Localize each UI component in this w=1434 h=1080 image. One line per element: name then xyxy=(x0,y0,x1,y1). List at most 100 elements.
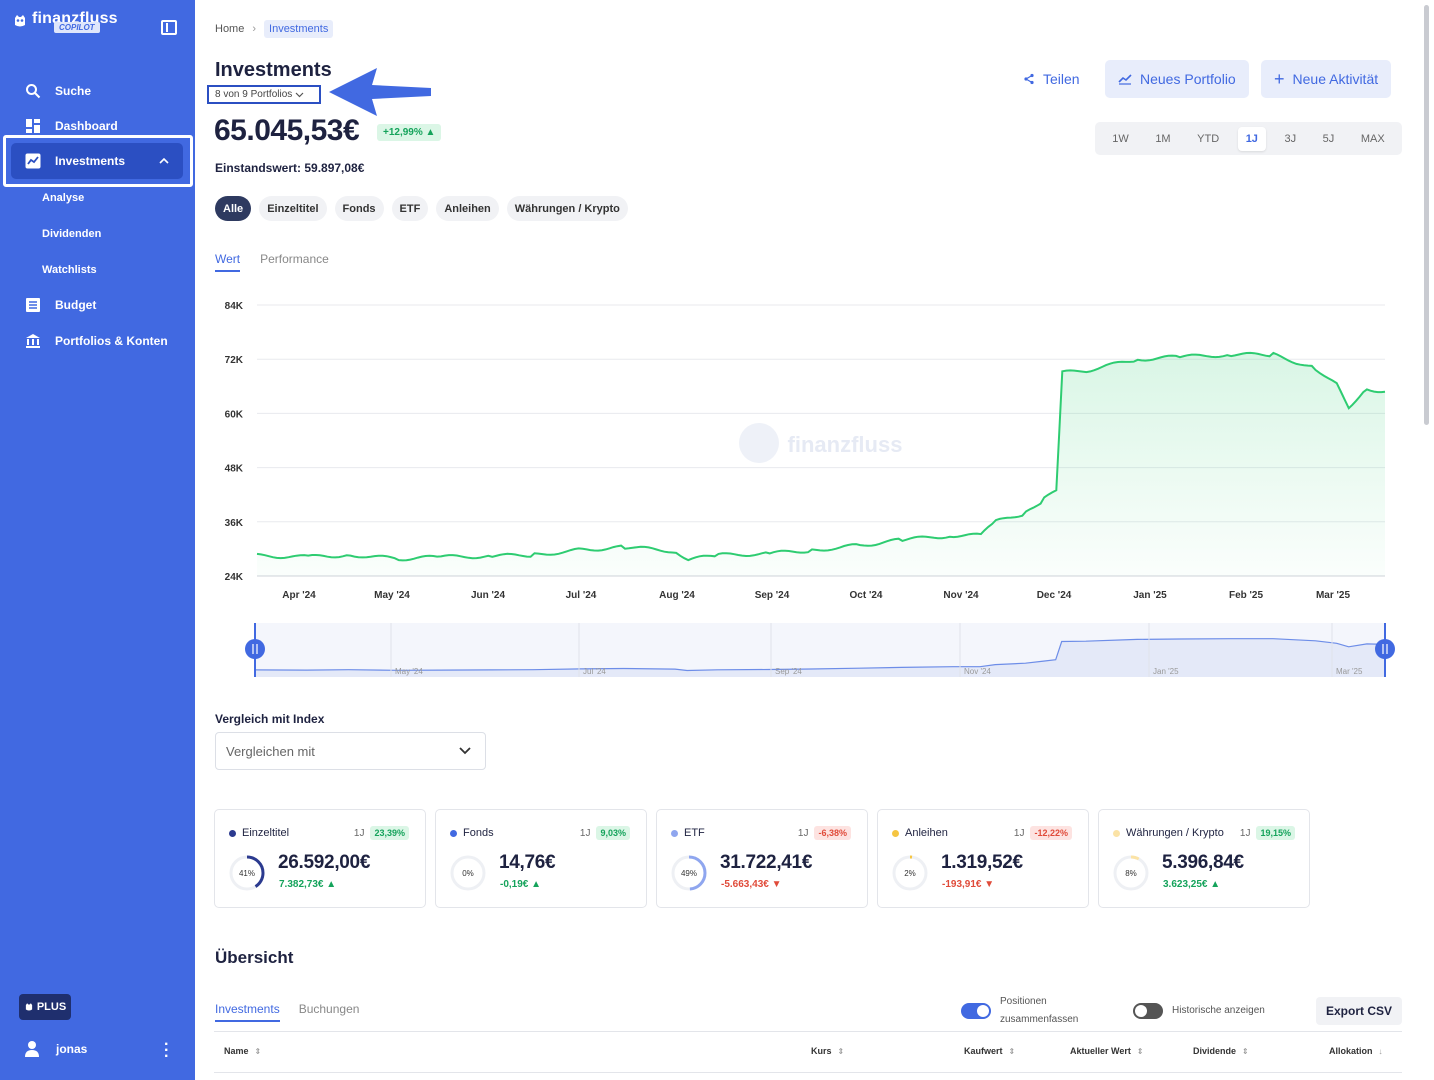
tab-investments[interactable]: Investments xyxy=(215,1002,280,1022)
donut-label: 2% xyxy=(904,869,916,878)
asset-card-name: Anleihen xyxy=(905,827,948,839)
donut-label: 49% xyxy=(681,869,697,878)
filter-chip[interactable]: Fonds xyxy=(334,196,384,221)
page-scrollbar[interactable] xyxy=(1424,5,1429,425)
tab-buchungen[interactable]: Buchungen xyxy=(298,1002,360,1016)
column-header-name[interactable]: Name ⇕ xyxy=(224,1046,261,1056)
sidebar: finanzfluss COPILOT Suche Dashboard Inve… xyxy=(0,0,195,1080)
donut-fill xyxy=(671,855,707,891)
sidebar-item-label: Suche xyxy=(55,83,92,98)
period-ytd[interactable]: YTD xyxy=(1197,132,1220,145)
filter-chip[interactable]: Währungen / Krypto xyxy=(506,196,628,221)
column-header-kurs[interactable]: Kurs ⇕ xyxy=(811,1046,844,1056)
watermark-logo xyxy=(739,423,779,463)
donut-label: 41% xyxy=(239,869,255,878)
filter-chip[interactable]: Einzeltitel xyxy=(259,196,327,221)
legend-dot xyxy=(1113,829,1120,837)
y-tick-label: 84K xyxy=(225,301,244,312)
asset-card[interactable]: ETF 1J -6,38% 49% 31.722,41€ -5.663,43€ ▼ xyxy=(656,809,868,908)
asset-card[interactable]: Währungen / Krypto 1J 19,15% 8% 5.396,84€ 3.6… xyxy=(1098,809,1310,908)
filter-chip[interactable]: ETF xyxy=(391,196,429,221)
donut-label: 0% xyxy=(462,869,474,878)
x-tick-label: Oct '24 xyxy=(850,590,883,601)
sidebar-subitem-dividenden[interactable]: Dividenden xyxy=(42,228,102,240)
summarize-positions-toggle[interactable] xyxy=(961,1003,991,1019)
chart-line-icon xyxy=(24,152,41,169)
asset-card-period: 1J 19,15% xyxy=(1240,826,1295,840)
y-tick-label: 24K xyxy=(225,572,244,583)
asset-card[interactable]: Anleihen 1J -12,22% 2% 1.319,52€ -193,91€ ▼ xyxy=(877,809,1089,908)
compare-label: Vergleich mit Index xyxy=(215,712,325,726)
sidebar-subitem-watchlists[interactable]: Watchlists xyxy=(42,264,97,276)
compare-placeholder: Vergleichen mit xyxy=(226,743,315,759)
asset-class-cards: Einzeltitel 1J 23,39% 41% 26.592,00€ 7.382,73… xyxy=(214,809,1310,908)
new-portfolio-button[interactable]: Neues Portfolio xyxy=(1105,60,1249,98)
period-label: 1J xyxy=(797,827,809,839)
main-content: Home › Investments Investments 8 von 9 P… xyxy=(195,0,1434,1080)
asset-card-delta: 7.382,73€ ▲ xyxy=(279,879,336,890)
plus-icon: + xyxy=(1274,68,1285,89)
dashboard-icon xyxy=(24,117,41,134)
sidebar-collapse-icon[interactable] xyxy=(161,20,177,35)
column-header-aktueller-wert[interactable]: Aktueller Wert ⇕ xyxy=(1070,1046,1144,1056)
share-button[interactable]: Teilen xyxy=(1015,60,1088,98)
sidebar-item-portfolios[interactable]: Portfolios & Konten xyxy=(24,332,168,349)
plus-badge[interactable]: PLUS xyxy=(19,994,71,1020)
delta-value: -0,19€ xyxy=(500,879,529,890)
x-tick-label: Jun '24 xyxy=(471,590,505,601)
portfolio-value-chart[interactable]: 84K 72K 60K 48K 36K 24K finanzfluss Apr '24 May … xyxy=(195,290,1434,605)
kebab-menu-icon[interactable]: · · · xyxy=(164,1036,170,1065)
user-menu[interactable]: jonas xyxy=(24,1040,87,1058)
asset-card-title: Einzeltitel xyxy=(229,827,289,839)
tab-performance[interactable]: Performance xyxy=(260,252,329,266)
donut-label: 8% xyxy=(1125,869,1137,878)
period-label: 1J xyxy=(353,827,365,839)
navigator-handle-left xyxy=(245,639,265,659)
compare-index-select[interactable]: Vergleichen mit xyxy=(215,732,486,770)
asset-card-name: ETF xyxy=(684,827,705,839)
period-max[interactable]: MAX xyxy=(1360,132,1385,145)
donut-track xyxy=(450,855,486,891)
chart-tabs: Wert Performance xyxy=(215,252,329,272)
summarize-line-2: zusammenfassen xyxy=(1000,1014,1079,1025)
period-5j[interactable]: 5J xyxy=(1322,132,1335,145)
donut-fill xyxy=(892,855,928,891)
column-header-kaufwert[interactable]: Kaufwert ⇕ xyxy=(964,1046,1015,1056)
plus-label: PLUS xyxy=(36,1001,67,1013)
navigator-handle-right xyxy=(1375,639,1395,659)
chart-range-navigator[interactable]: May '24 Jul '24 Sep '24 Nov '24 Jan '25 Mar '… xyxy=(195,615,1434,681)
sidebar-item-dashboard[interactable]: Dashboard xyxy=(24,117,118,134)
sidebar-item-budget[interactable]: Budget xyxy=(24,296,96,313)
x-tick-label: Jan '25 xyxy=(1133,590,1167,601)
period-1m[interactable]: 1M xyxy=(1155,132,1171,145)
asset-card-delta: -0,19€ ▲ xyxy=(500,879,541,890)
period-1j[interactable]: 1J xyxy=(1237,126,1266,151)
show-historic-toggle[interactable] xyxy=(1133,1003,1163,1019)
period-1w[interactable]: 1W xyxy=(1112,132,1129,145)
tab-wert[interactable]: Wert xyxy=(215,252,241,272)
column-header-dividende[interactable]: Dividende ⇕ xyxy=(1193,1046,1249,1056)
asset-card[interactable]: Fonds 1J 9,03% 0% 14,76€ -0,19€ ▲ xyxy=(435,809,647,908)
sidebar-item-search[interactable]: Suche xyxy=(24,82,91,99)
sidebar-subitem-analyse[interactable]: Analyse xyxy=(42,192,85,204)
x-tick-label: Feb '25 xyxy=(1229,590,1263,601)
filter-chip[interactable]: Anleihen xyxy=(436,196,499,221)
allocation-donut: 8% xyxy=(1113,855,1149,891)
triangle-up-icon: ▲ xyxy=(1210,879,1221,890)
asset-card[interactable]: Einzeltitel 1J 23,39% 41% 26.592,00€ 7.382,73… xyxy=(214,809,426,908)
asset-card-name: Währungen / Krypto xyxy=(1126,827,1224,839)
legend-dot xyxy=(671,829,678,837)
show-historic-label: Historische anzeigen xyxy=(1172,1005,1265,1016)
breadcrumb-home[interactable]: Home xyxy=(215,23,245,35)
sidebar-item-label: Portfolios & Konten xyxy=(55,333,168,348)
sidebar-item-investments[interactable]: Investments xyxy=(24,152,125,169)
portfolio-select[interactable]: 8 von 9 Portfolios xyxy=(207,85,321,104)
chevron-up-icon[interactable] xyxy=(158,156,170,166)
column-header-allokation[interactable]: Allokation ↓ xyxy=(1329,1046,1383,1056)
period-3j[interactable]: 3J xyxy=(1284,132,1297,145)
export-csv-button[interactable]: Export CSV xyxy=(1316,997,1402,1025)
copilot-badge: COPILOT xyxy=(54,22,100,33)
asset-card-delta: 3.623,25€ ▲ xyxy=(1163,879,1220,890)
filter-chip[interactable]: Alle xyxy=(215,196,252,221)
new-activity-button[interactable]: + Neue Aktivität xyxy=(1261,60,1392,98)
